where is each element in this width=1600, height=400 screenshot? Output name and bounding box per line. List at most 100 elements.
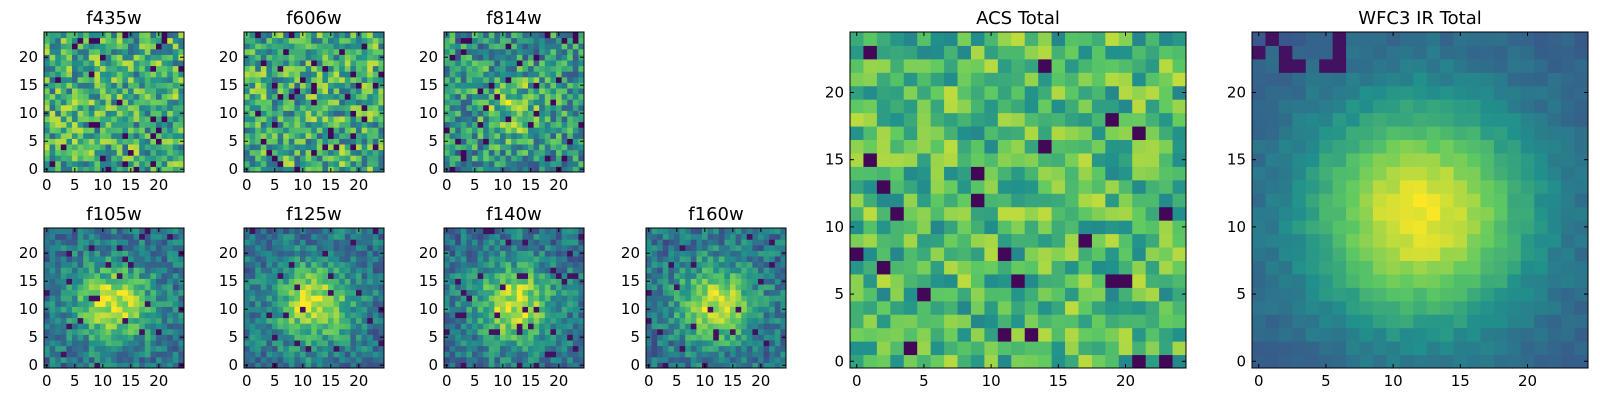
heatmap-cell: [769, 328, 776, 335]
heatmap-cell: [516, 239, 523, 246]
heatmap-cell: [372, 284, 379, 291]
heatmap-cell: [488, 250, 495, 257]
heatmap-cell: [544, 362, 551, 369]
x-tick-label: 0: [644, 372, 654, 390]
heatmap-cell: [372, 149, 379, 156]
heatmap-cell: [255, 65, 262, 72]
heatmap-cell: [567, 323, 574, 330]
heatmap-cell: [128, 104, 135, 111]
heatmap-cell: [511, 76, 518, 83]
heatmap-cell: [156, 160, 163, 167]
heatmap-cell: [255, 32, 262, 39]
heatmap-cell: [528, 351, 535, 358]
heatmap-cell: [522, 110, 529, 117]
heatmap-cell: [288, 99, 295, 106]
heatmap-cell: [372, 76, 379, 83]
heatmap-cell: [1078, 260, 1093, 275]
heatmap-cell: [707, 261, 714, 268]
heatmap-cell: [1105, 193, 1120, 208]
heatmap-cell: [472, 284, 479, 291]
heatmap-cell: [533, 88, 540, 95]
heatmap-cell: [83, 127, 90, 134]
heatmap-cell: [77, 48, 84, 55]
heatmap-cell: [288, 334, 295, 341]
heatmap-cell: [494, 278, 501, 285]
heatmap-cell: [122, 289, 129, 296]
heatmap-cell: [522, 76, 529, 83]
heatmap-cell: [244, 132, 251, 139]
heatmap-cell: [567, 37, 574, 44]
heatmap-cell: [550, 155, 557, 162]
heatmap-cell: [305, 48, 312, 55]
heatmap-cell: [724, 239, 731, 246]
heatmap-cell: [294, 127, 301, 134]
heatmap-cell: [44, 284, 51, 291]
heatmap-cell: [455, 334, 462, 341]
heatmap-cell: [850, 287, 864, 302]
heatmap-cell: [344, 76, 351, 83]
heatmap-cell: [662, 295, 669, 302]
heatmap-cell: [156, 345, 163, 352]
heatmap-cell: [449, 127, 456, 134]
heatmap-cell: [255, 278, 262, 285]
heatmap-cell: [105, 144, 112, 151]
heatmap-cell: [488, 256, 495, 263]
heatmap-cell: [483, 54, 490, 61]
heatmap-cell: [522, 340, 529, 347]
heatmap-cell: [60, 93, 67, 100]
heatmap-cell: [122, 121, 129, 128]
heatmap-cell: [713, 351, 720, 358]
heatmap-cell: [483, 250, 490, 257]
heatmap-cell: [116, 127, 123, 134]
heatmap-cell: [930, 273, 945, 288]
heatmap-cell: [556, 278, 563, 285]
heatmap-cell: [1105, 179, 1120, 194]
heatmap-cell: [144, 110, 151, 117]
heatmap-cell: [249, 228, 256, 235]
heatmap-cell: [172, 317, 179, 324]
heatmap-cell: [83, 323, 90, 330]
heatmap-cell: [944, 193, 959, 208]
heatmap-cell: [49, 88, 56, 95]
heatmap-cell: [339, 149, 346, 156]
heatmap-cell: [516, 149, 523, 156]
heatmap-cell: [333, 127, 340, 134]
heatmap-cell: [488, 317, 495, 324]
heatmap-cell: [139, 323, 146, 330]
heatmap-cell: [333, 312, 340, 319]
heatmap-cell: [578, 155, 585, 162]
heatmap-cell: [378, 48, 385, 55]
y-tick-label: 5: [28, 132, 38, 150]
heatmap-cell: [111, 278, 118, 285]
heatmap-cell: [944, 152, 959, 167]
heatmap-cell: [77, 261, 84, 268]
heatmap-cell: [1051, 220, 1066, 235]
heatmap-cell: [516, 54, 523, 61]
heatmap-cell: [255, 345, 262, 352]
heatmap-cell: [300, 256, 307, 263]
heatmap-cell: [72, 233, 79, 240]
heatmap-cell: [472, 306, 479, 313]
heatmap-cell: [488, 356, 495, 363]
heatmap-cell: [311, 261, 318, 268]
heatmap-cell: [984, 354, 999, 369]
heatmap-cell: [500, 104, 507, 111]
heatmap-cell: [139, 284, 146, 291]
heatmap-cells: [44, 32, 185, 173]
heatmap-cell: [494, 99, 501, 106]
heatmap-cell: [133, 300, 140, 307]
heatmap-cell: [244, 127, 251, 134]
heatmap-cell: [266, 306, 273, 313]
heatmap-cell: [890, 193, 905, 208]
heatmap-cell: [367, 48, 374, 55]
heatmap-cell: [356, 54, 363, 61]
heatmap-cell: [111, 82, 118, 89]
heatmap-cell: [444, 99, 451, 106]
heatmap-cell: [533, 356, 540, 363]
heatmap-cell: [690, 284, 697, 291]
heatmap-cell: [483, 261, 490, 268]
heatmap-cell: [156, 60, 163, 67]
heatmap-cell: [55, 110, 62, 117]
heatmap-cell: [88, 362, 95, 369]
heatmap-cell: [758, 345, 765, 352]
